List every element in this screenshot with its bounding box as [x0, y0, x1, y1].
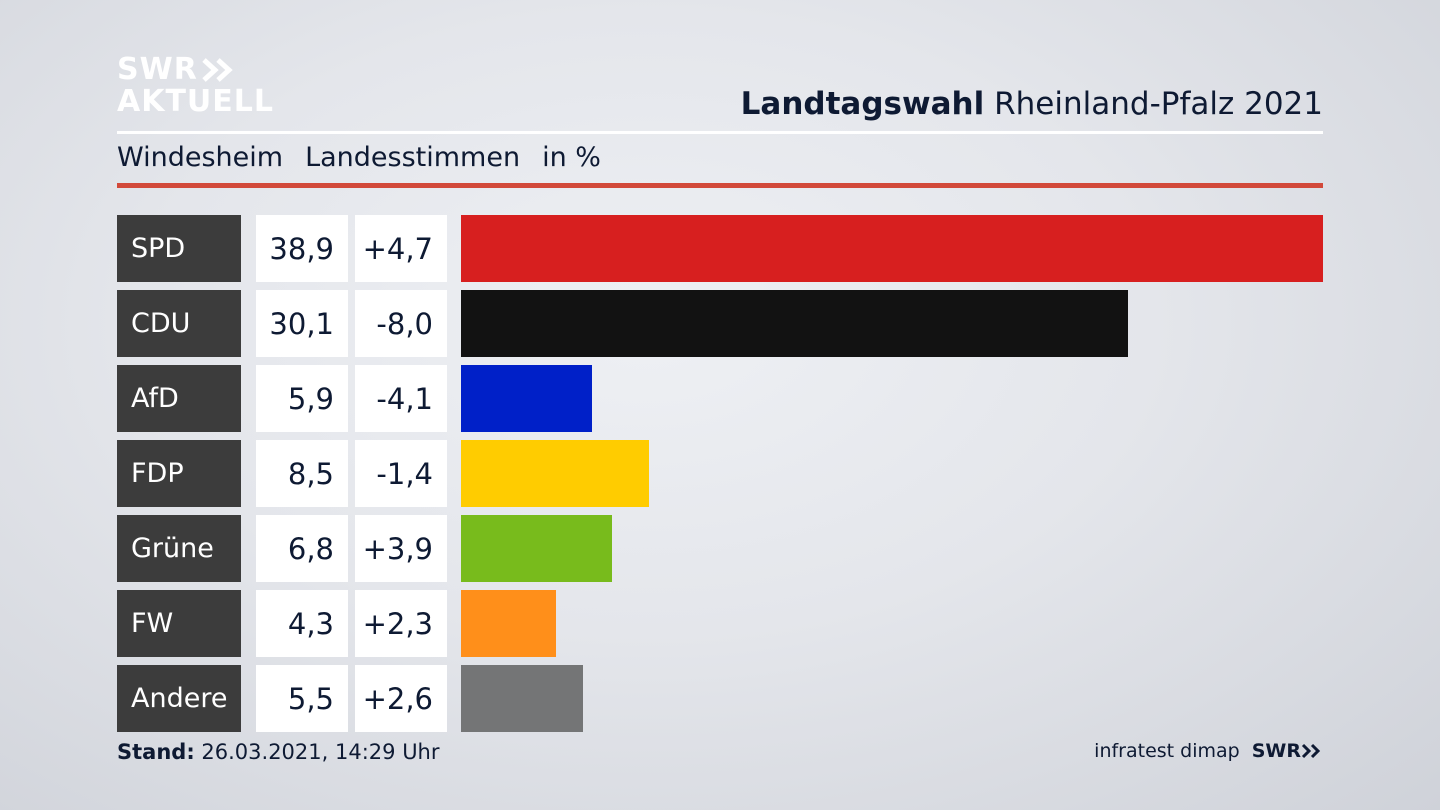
vote-change-value: +4,7	[355, 215, 447, 282]
vote-share-value: 5,9	[256, 365, 348, 432]
vote-share-value: 30,1	[256, 290, 348, 357]
vote-share-value: 6,8	[256, 515, 348, 582]
party-label: CDU	[117, 290, 241, 357]
party-label: Andere	[117, 665, 241, 732]
bar-fdp	[461, 440, 649, 507]
swr-aktuell-logo: SWR AKTUELL	[117, 54, 274, 118]
vote-share-value: 5,5	[256, 665, 348, 732]
vote-change-value: +3,9	[355, 515, 447, 582]
vote-change-value: -4,1	[355, 365, 447, 432]
category-label: Landesstimmen	[305, 142, 521, 173]
title-bold: Landtagswahl	[740, 86, 985, 122]
source-credit: infratest dimap SWR	[1094, 740, 1323, 762]
vote-share-value: 4,3	[256, 590, 348, 657]
location-label: Windesheim	[117, 142, 284, 173]
stand-value: 26.03.2021, 14:29 Uhr	[201, 740, 440, 764]
vote-change-value: +2,6	[355, 665, 447, 732]
party-label: SPD	[117, 215, 241, 282]
vote-change-value: -8,0	[355, 290, 447, 357]
timestamp: Stand: 26.03.2021, 14:29 Uhr	[117, 740, 440, 764]
logo-line2: AKTUELL	[117, 84, 275, 119]
chart-row: SPD 38,9 +4,7	[117, 215, 1323, 282]
swr-mini-logo: SWR	[1252, 740, 1323, 762]
swr-mini-text: SWR	[1251, 740, 1301, 762]
bar-spd	[461, 215, 1323, 282]
bar-afd	[461, 365, 592, 432]
logo-chevrons-icon	[202, 58, 233, 82]
chart-row: Andere 5,5 +2,6	[117, 665, 1323, 732]
accent-divider	[117, 183, 1323, 188]
header-divider	[117, 131, 1323, 134]
source-label: infratest dimap	[1094, 740, 1240, 762]
chart-row: AfD 5,9 -4,1	[117, 365, 1323, 432]
vote-share-value: 8,5	[256, 440, 348, 507]
party-label: FW	[117, 590, 241, 657]
chart-row: Grüne 6,8 +3,9	[117, 515, 1323, 582]
swr-chevrons-icon	[1301, 743, 1321, 759]
party-label: AfD	[117, 365, 241, 432]
vote-share-value: 38,9	[256, 215, 348, 282]
subheader: Windesheim Landesstimmen in %	[117, 142, 601, 173]
bar-fw	[461, 590, 556, 657]
chart-row: CDU 30,1 -8,0	[117, 290, 1323, 357]
unit-label: in %	[542, 142, 601, 173]
bar-cdu	[461, 290, 1128, 357]
bar-andere	[461, 665, 583, 732]
party-label: FDP	[117, 440, 241, 507]
logo-line1: SWR	[117, 52, 198, 87]
chart-row: FDP 8,5 -1,4	[117, 440, 1323, 507]
stand-label: Stand:	[117, 740, 195, 764]
vote-change-value: +2,3	[355, 590, 447, 657]
title-rest: Rheinland-Pfalz 2021	[994, 86, 1323, 122]
vote-change-value: -1,4	[355, 440, 447, 507]
page-title: Landtagswahl Rheinland-Pfalz 2021	[741, 86, 1323, 122]
bar-grüne	[461, 515, 612, 582]
chart-row: FW 4,3 +2,3	[117, 590, 1323, 657]
party-label: Grüne	[117, 515, 241, 582]
